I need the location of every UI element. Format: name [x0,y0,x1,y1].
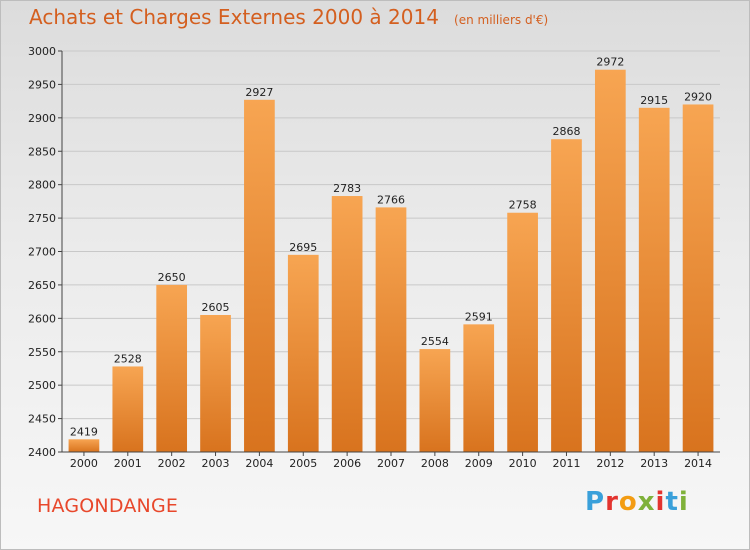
location-label: HAGONDANGE [37,495,179,517]
y-tick-label: 3000 [28,45,56,58]
logo-letter: i [655,487,666,517]
y-tick-label: 2400 [28,446,56,459]
data-label: 2766 [377,193,405,206]
logo-letter: i [678,487,689,517]
data-label: 2605 [202,301,230,314]
logo-letter: x [637,487,656,517]
x-tick-label: 2013 [640,457,668,470]
data-label: 2927 [245,86,273,99]
axes: 2400 2450 2500 2550 2600 2650 2700 2750 2800 2850… [28,45,720,470]
y-tick-label: 2650 [28,279,56,292]
data-label: 2554 [421,335,449,348]
bar [112,366,144,452]
x-tick-label: 2012 [596,457,624,470]
data-label: 2528 [114,352,142,365]
bar [682,104,714,452]
proxiti-logo: Proxiti [585,487,689,517]
bar [507,212,538,452]
y-tick-label: 2550 [28,346,56,359]
bar [287,254,319,452]
x-tick-label: 2004 [245,457,273,470]
chart-subtitle: (en milliers d'€) [454,13,549,27]
y-tick-label: 2500 [28,379,56,392]
data-label: 2695 [289,241,317,254]
data-label: 2972 [596,56,624,69]
y-tick-label: 2850 [28,145,56,158]
x-tick-label: 2002 [158,457,186,470]
x-tick-label: 2005 [289,457,317,470]
y-tick-label: 2450 [28,413,56,426]
data-label: 2783 [333,182,361,195]
x-tick-label: 2007 [377,457,405,470]
x-tick-label: 2003 [202,457,230,470]
bar [375,207,407,452]
data-label: 2419 [70,425,98,438]
data-label: 2868 [552,125,580,138]
data-label: 2591 [465,310,493,323]
x-tick-label: 2000 [70,457,98,470]
y-tick-label: 2800 [28,179,56,192]
bar [156,284,188,452]
x-tick-label: 2009 [465,457,493,470]
bar [244,99,275,452]
bar [68,439,100,452]
bar [638,107,670,452]
logo-letter: P [585,487,606,517]
x-tick-label: 2008 [421,457,449,470]
bar [331,196,363,452]
x-tick-label: 2011 [552,457,580,470]
data-label: 2650 [158,271,186,284]
title-block: Achats et Charges Externes 2000 à 2014 (… [29,5,548,29]
logo-letter: t [665,487,679,517]
bar [463,324,495,452]
chart-title: Achats et Charges Externes 2000 à 2014 [29,5,439,29]
data-label: 2758 [509,199,537,212]
y-tick-label: 2600 [28,312,56,325]
x-tick-label: 2006 [333,457,361,470]
y-tick-label: 2700 [28,246,56,259]
y-tick-label: 2900 [28,112,56,125]
x-tick-label: 2014 [684,457,712,470]
x-tick-label: 2001 [114,457,142,470]
bar [419,349,451,452]
y-tick-label: 2950 [28,78,56,91]
bars: 2419 2528 2650 2605 2927 2695 2783 2766 2554 2591… [68,56,714,453]
x-tick-label: 2010 [509,457,537,470]
logo-letter: r [605,487,619,517]
y-tick-label: 2750 [28,212,56,225]
bar [551,139,582,452]
logo-letter: o [618,487,638,517]
bar [594,69,626,453]
data-label: 2915 [640,94,668,107]
bar [200,314,231,452]
data-label: 2920 [684,90,712,103]
